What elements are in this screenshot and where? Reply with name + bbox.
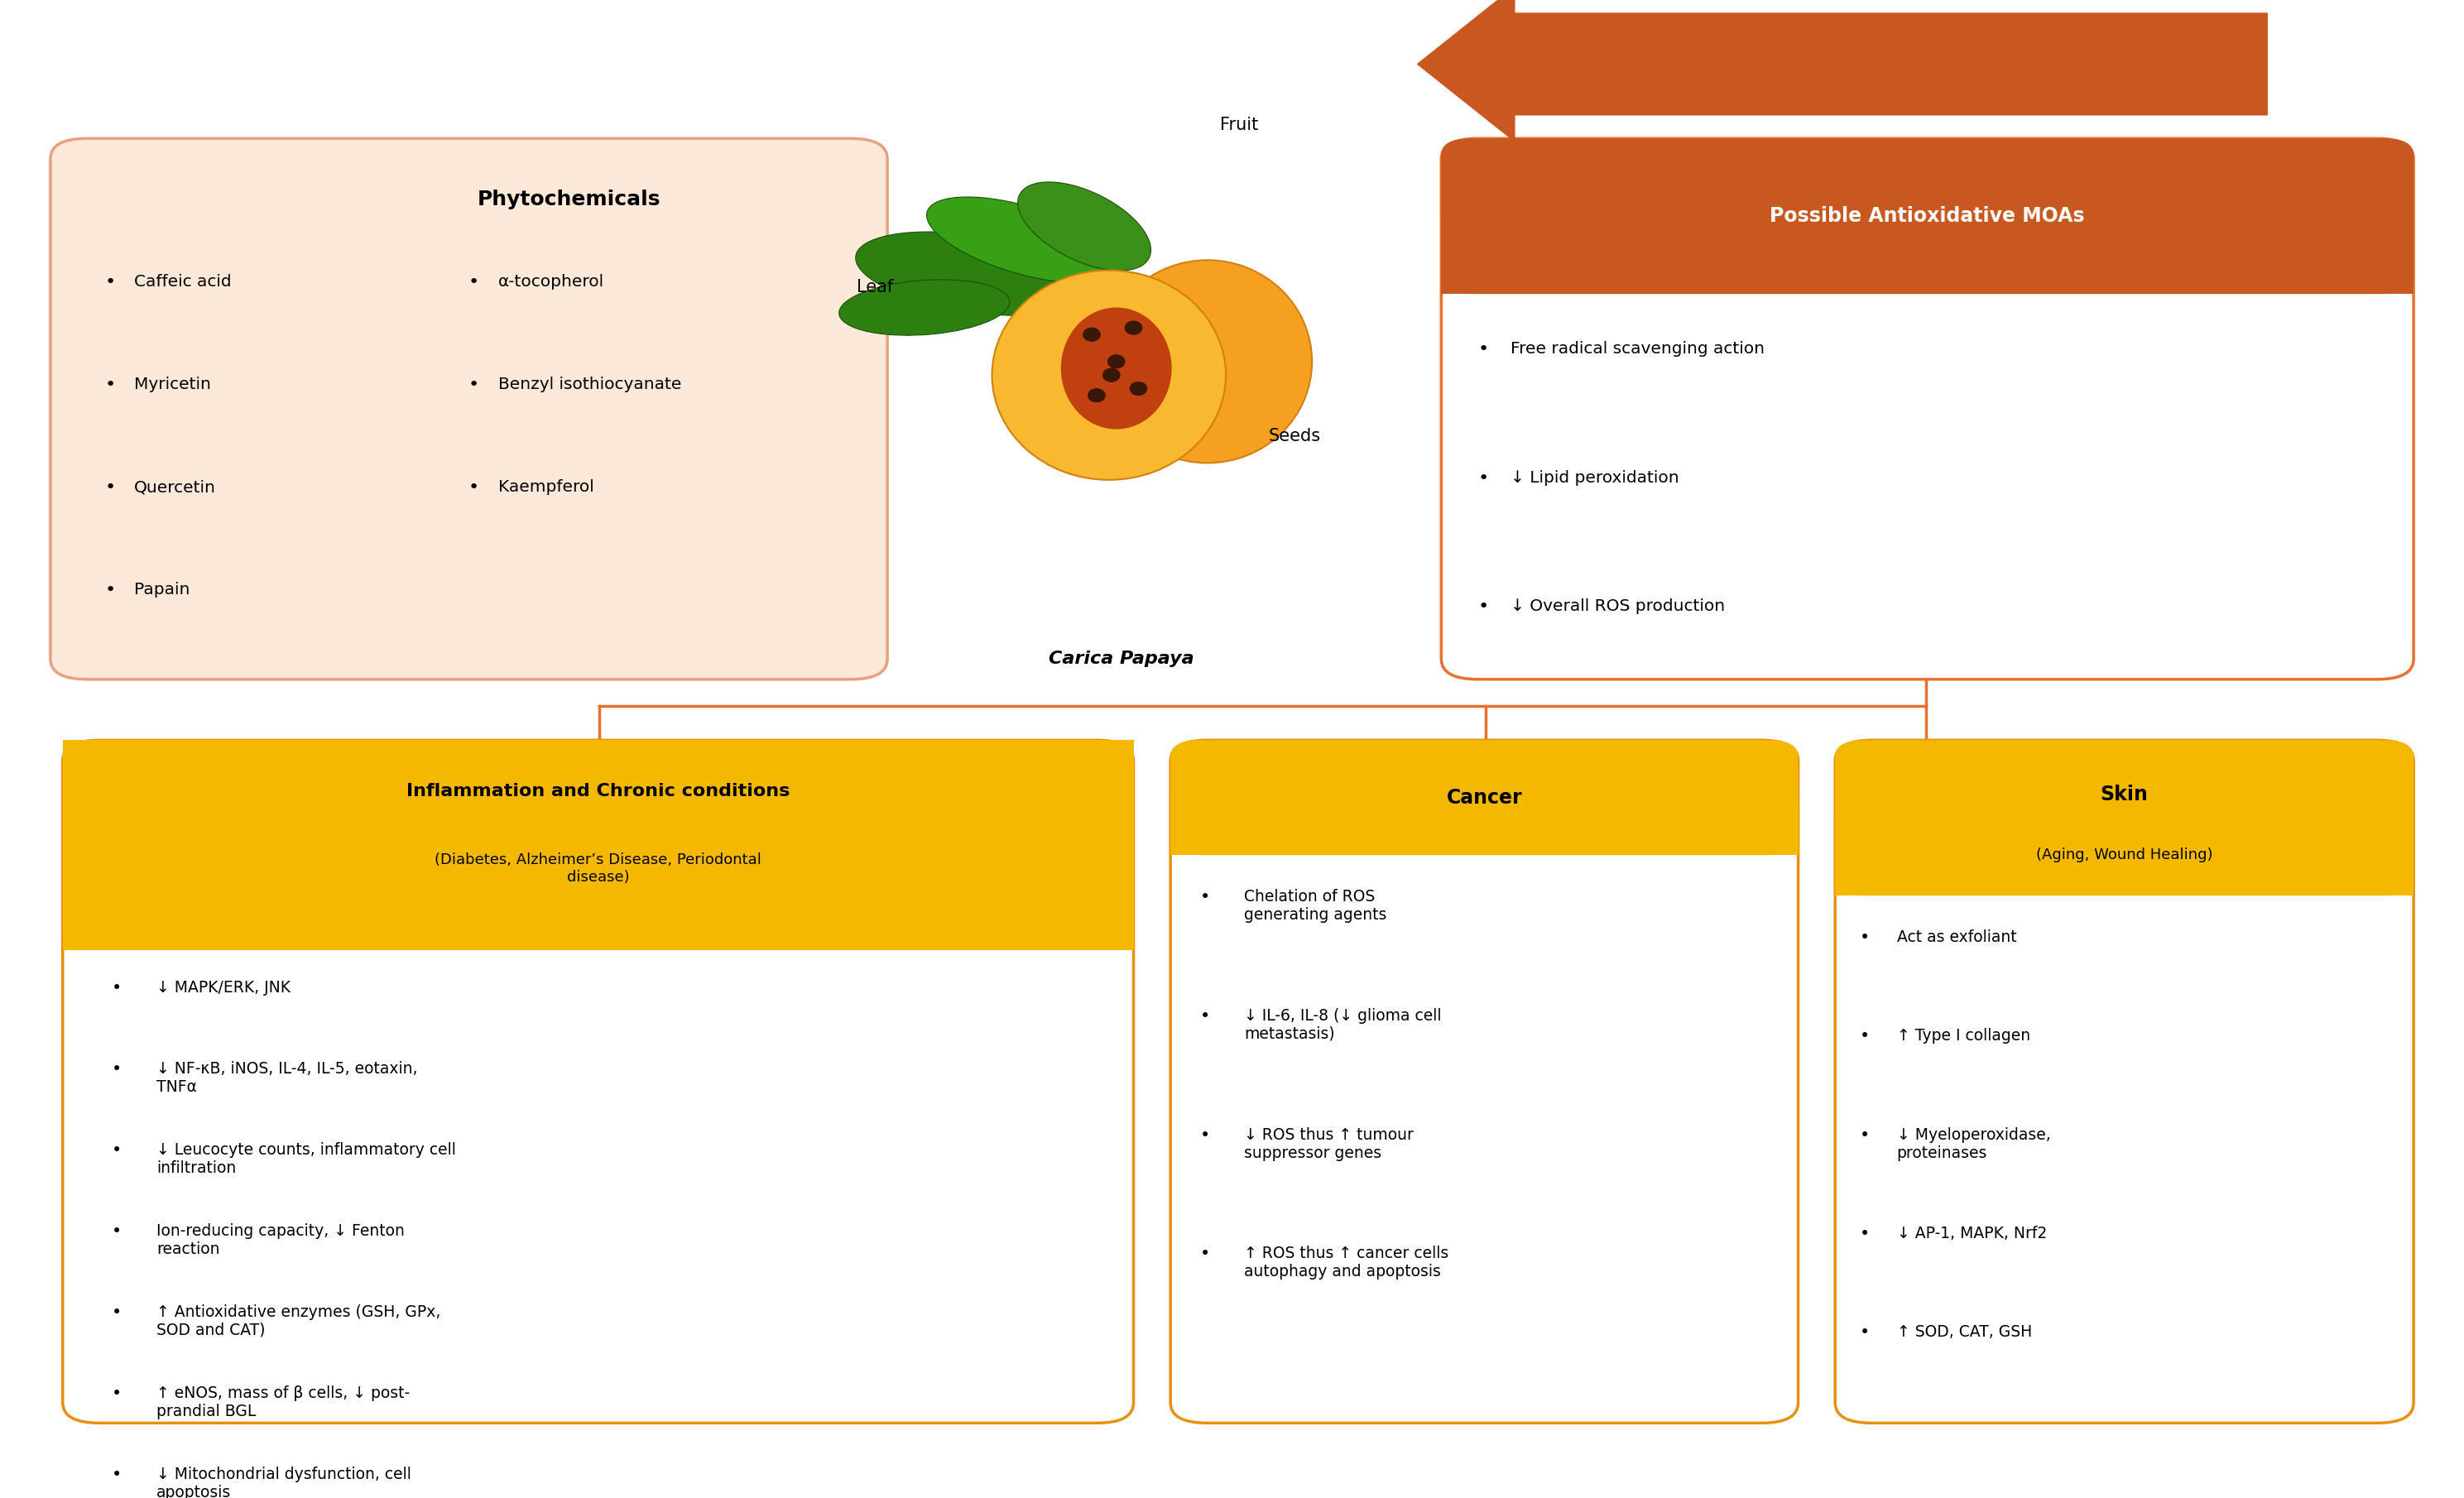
- FancyBboxPatch shape: [62, 740, 1133, 1423]
- Text: ↓ Overall ROS production: ↓ Overall ROS production: [1510, 598, 1725, 614]
- Text: •: •: [111, 1467, 123, 1483]
- Text: ↓ AP-1, MAPK, Nrf2: ↓ AP-1, MAPK, Nrf2: [1897, 1225, 2048, 1242]
- Text: Ion-reducing capacity, ↓ Fenton
reaction: Ion-reducing capacity, ↓ Fenton reaction: [155, 1222, 404, 1257]
- Text: •: •: [1860, 1028, 1870, 1044]
- Text: •: •: [103, 376, 116, 392]
- Text: Kaempferol: Kaempferol: [498, 479, 594, 494]
- FancyBboxPatch shape: [62, 740, 1133, 950]
- Text: ↑ ROS thus ↑ cancer cells
autophagy and apoptosis: ↑ ROS thus ↑ cancer cells autophagy and …: [1244, 1246, 1449, 1279]
- Text: ↓ Leucocyte counts, inflammatory cell
infiltration: ↓ Leucocyte counts, inflammatory cell in…: [155, 1141, 456, 1176]
- Ellipse shape: [1109, 355, 1126, 369]
- Text: •: •: [103, 479, 116, 496]
- Ellipse shape: [1126, 321, 1143, 334]
- Ellipse shape: [840, 280, 1010, 336]
- Text: Act as exfoliant: Act as exfoliant: [1897, 929, 2016, 945]
- Text: Caffeic acid: Caffeic acid: [133, 274, 232, 289]
- Text: Chelation of ROS
generating agents: Chelation of ROS generating agents: [1244, 888, 1387, 923]
- Ellipse shape: [1104, 261, 1311, 463]
- Text: •: •: [1200, 1126, 1210, 1143]
- Text: ↓ MAPK/ERK, JNK: ↓ MAPK/ERK, JNK: [155, 980, 291, 995]
- FancyBboxPatch shape: [62, 740, 1133, 950]
- FancyBboxPatch shape: [62, 845, 1133, 950]
- FancyBboxPatch shape: [1170, 797, 1799, 855]
- Text: •: •: [111, 1141, 123, 1158]
- Ellipse shape: [1084, 328, 1101, 342]
- Text: •: •: [1478, 342, 1488, 358]
- Ellipse shape: [1018, 181, 1151, 271]
- Text: Carica Papaya: Carica Papaya: [1050, 650, 1195, 667]
- Text: Cancer: Cancer: [1446, 788, 1523, 807]
- Text: ↓ ROS thus ↑ tumour
suppressor genes: ↓ ROS thus ↑ tumour suppressor genes: [1244, 1126, 1414, 1161]
- Text: •: •: [111, 1305, 123, 1321]
- Text: ↓ Mitochondrial dysfunction, cell
apoptosis: ↓ Mitochondrial dysfunction, cell apopto…: [155, 1467, 411, 1498]
- Text: ↓ Lipid peroxidation: ↓ Lipid peroxidation: [1510, 470, 1678, 485]
- Text: ↑ Antioxidative enzymes (GSH, GPx,
SOD and CAT): ↑ Antioxidative enzymes (GSH, GPx, SOD a…: [155, 1305, 441, 1338]
- Text: •: •: [1478, 598, 1488, 614]
- Text: Skin: Skin: [2099, 785, 2149, 804]
- Text: ↓ NF-κB, iNOS, IL-4, IL-5, eotaxin,
TNFα: ↓ NF-κB, iNOS, IL-4, IL-5, eotaxin, TNFα: [155, 1061, 416, 1095]
- Text: •: •: [1478, 470, 1488, 487]
- Text: Seeds: Seeds: [1269, 427, 1321, 445]
- Ellipse shape: [1131, 382, 1148, 395]
- Text: •: •: [1860, 1324, 1870, 1341]
- Text: •: •: [103, 581, 116, 599]
- FancyBboxPatch shape: [1441, 138, 2415, 679]
- FancyBboxPatch shape: [1836, 818, 2415, 896]
- FancyBboxPatch shape: [1441, 216, 2415, 294]
- Ellipse shape: [1089, 388, 1106, 401]
- Ellipse shape: [926, 196, 1119, 283]
- Text: •: •: [111, 1386, 123, 1402]
- FancyBboxPatch shape: [1170, 740, 1799, 1423]
- Text: •: •: [1860, 929, 1870, 947]
- Text: Quercetin: Quercetin: [133, 479, 217, 494]
- Text: Free radical scavenging action: Free radical scavenging action: [1510, 342, 1764, 357]
- Text: •: •: [468, 376, 480, 392]
- Text: •: •: [1860, 1126, 1870, 1143]
- Ellipse shape: [1104, 369, 1121, 382]
- Text: •: •: [103, 274, 116, 291]
- Polygon shape: [1417, 0, 2267, 142]
- Text: •: •: [111, 1061, 123, 1077]
- Text: •: •: [111, 980, 123, 996]
- Text: •: •: [1200, 888, 1210, 905]
- Text: (Diabetes, Alzheimer’s Disease, Periodontal
disease): (Diabetes, Alzheimer’s Disease, Periodon…: [434, 852, 761, 885]
- Text: Fruit: Fruit: [1220, 117, 1259, 133]
- Text: Leaf: Leaf: [857, 279, 894, 295]
- Text: •: •: [468, 274, 480, 291]
- Ellipse shape: [1062, 307, 1173, 428]
- Text: Myricetin: Myricetin: [133, 376, 212, 392]
- Text: Papain: Papain: [133, 581, 190, 598]
- Text: ↑ eNOS, mass of β cells, ↓ post-
prandial BGL: ↑ eNOS, mass of β cells, ↓ post- prandia…: [155, 1386, 409, 1419]
- Text: Possible Antioxidative MOAs: Possible Antioxidative MOAs: [1769, 207, 2085, 226]
- FancyBboxPatch shape: [1836, 740, 2415, 896]
- Text: (Aging, Wound Healing): (Aging, Wound Healing): [2035, 848, 2213, 863]
- Text: Inflammation and Chronic conditions: Inflammation and Chronic conditions: [407, 783, 791, 800]
- Text: •: •: [1860, 1225, 1870, 1242]
- Text: ↑ SOD, CAT, GSH: ↑ SOD, CAT, GSH: [1897, 1324, 2033, 1341]
- Text: Phytochemicals: Phytochemicals: [478, 189, 660, 210]
- Text: •: •: [111, 1222, 123, 1239]
- FancyBboxPatch shape: [1170, 740, 1799, 855]
- Ellipse shape: [855, 232, 1092, 316]
- Text: •: •: [1200, 1008, 1210, 1025]
- FancyBboxPatch shape: [1836, 740, 2415, 1423]
- FancyBboxPatch shape: [49, 138, 887, 679]
- Text: ↓ IL-6, IL-8 (↓ glioma cell
metastasis): ↓ IL-6, IL-8 (↓ glioma cell metastasis): [1244, 1008, 1441, 1041]
- FancyBboxPatch shape: [1441, 138, 2415, 294]
- Text: Benzyl isothiocyanate: Benzyl isothiocyanate: [498, 376, 680, 392]
- Ellipse shape: [993, 270, 1227, 479]
- Text: α-tocopherol: α-tocopherol: [498, 274, 604, 289]
- Text: •: •: [1200, 1246, 1210, 1263]
- Text: ↑ Type I collagen: ↑ Type I collagen: [1897, 1028, 2030, 1044]
- Text: •: •: [468, 479, 480, 496]
- Text: ↓ Myeloperoxidase,
proteinases: ↓ Myeloperoxidase, proteinases: [1897, 1126, 2050, 1161]
